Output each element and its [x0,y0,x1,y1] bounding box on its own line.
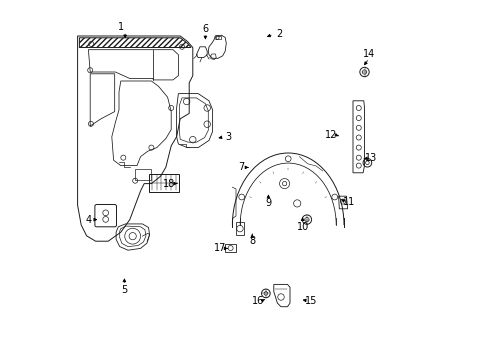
Polygon shape [79,38,191,48]
Bar [148,174,179,192]
Text: 3: 3 [226,132,232,142]
Text: 9: 9 [266,198,271,208]
Text: 14: 14 [363,49,375,59]
Text: 5: 5 [122,285,127,295]
Text: 17: 17 [214,243,226,253]
Text: 12: 12 [325,130,338,140]
Text: 6: 6 [202,24,208,34]
Text: 18: 18 [163,179,175,189]
Text: 1: 1 [118,22,124,32]
Text: 4: 4 [85,215,92,225]
Text: 2: 2 [276,29,282,39]
Text: 8: 8 [249,236,255,246]
Text: 16: 16 [251,296,264,306]
Text: 10: 10 [296,222,309,232]
Text: 15: 15 [305,296,318,306]
Text: 11: 11 [343,197,356,207]
Text: 7: 7 [238,162,245,172]
Text: 13: 13 [365,153,377,163]
